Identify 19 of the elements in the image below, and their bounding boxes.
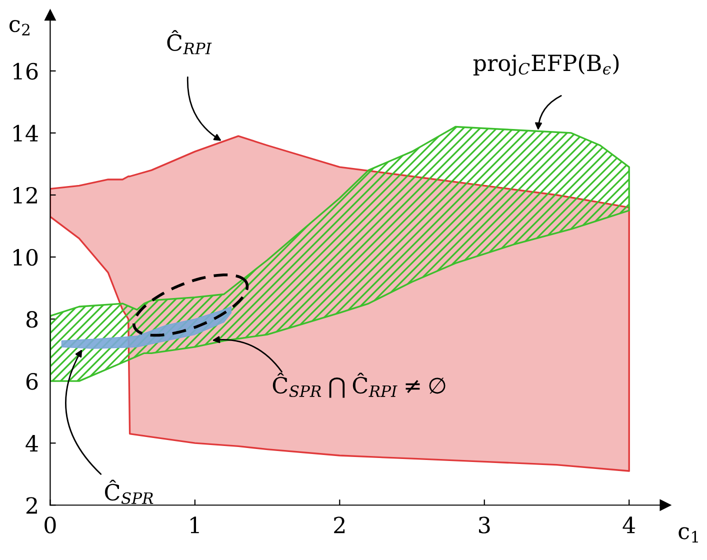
x-tick-label: 4 <box>622 516 636 534</box>
y-tick-label: 10 <box>14 248 38 266</box>
y-axis-title: c$_{2}$ <box>10 20 30 36</box>
x-tick-label: 3 <box>479 516 490 534</box>
x-tick-label: 2 <box>334 516 345 534</box>
annotation: Ĉ$_{SPR}$ ⋂ Ĉ$_{RPI}$ ≠ ∅ <box>272 372 446 398</box>
x-tick-label: 1 <box>190 516 199 534</box>
y-tick-label: 4 <box>26 435 38 452</box>
y-tick-label: 2 <box>26 497 37 514</box>
annotation: proj$_{C}$EFP(B$_{ϵ}$) <box>473 54 619 76</box>
y-tick-label: 6 <box>26 373 38 390</box>
x-axis-title: c$_{1}$ <box>678 527 698 542</box>
y-tick-label: 8 <box>26 310 38 328</box>
annotation: Ĉ$_{RPI}$ <box>167 30 212 54</box>
annotation: Ĉ$_{SPR}$ <box>104 480 154 504</box>
y-tick-label: 16 <box>14 62 38 80</box>
y-tick-label: 14 <box>14 124 38 142</box>
x-tick-label: 0 <box>44 516 56 534</box>
y-tick-label: 12 <box>14 186 37 204</box>
